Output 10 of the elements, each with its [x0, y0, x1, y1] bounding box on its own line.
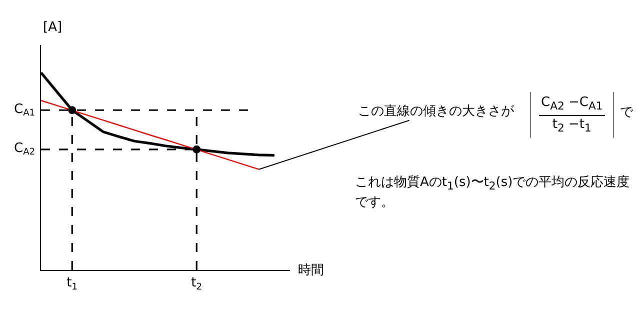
- x-axis-title: 時間: [298, 263, 324, 278]
- text: これは物質Aのt$_{1}$(s)〜t$_{2}$(s)での平均の反応速度です。: [355, 175, 630, 210]
- y-axis-title: [A]: [43, 20, 62, 35]
- ref-line-label: C$_{A1}$: [14, 102, 36, 119]
- ref-line-label: C$_{A2}$: [14, 141, 36, 158]
- text: で: [620, 104, 633, 121]
- text: この直線の傾きの大きさが: [358, 104, 515, 119]
- x-tick-label: t$_{1}$: [66, 276, 78, 292]
- absolute-value-bars: C$_{A2}$ −C$_{A1}$ t$_{2}$ −t$_{1}$: [530, 92, 614, 138]
- x-tick-label: t$_{2}$: [191, 276, 202, 292]
